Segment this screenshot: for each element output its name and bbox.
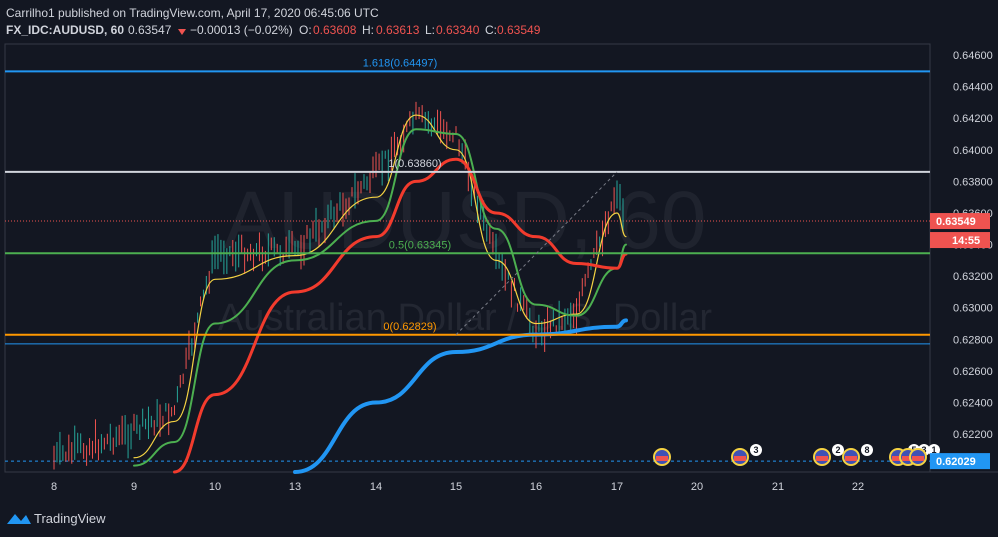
tradingview-logo-icon [7, 514, 31, 524]
x-tick-label: 10 [209, 481, 221, 493]
last-price-tag: 0.63549 14:55 0.62029 [930, 213, 990, 470]
y-tick-label: 0.64400 [953, 82, 993, 94]
moving-averages [133, 114, 628, 474]
event-count: 1 [931, 445, 936, 455]
last-price: 0.63547 [128, 23, 172, 37]
brand-name: TradingView [34, 511, 106, 526]
watermark-description: Australian Dollar / U.S. Dollar [218, 297, 713, 339]
event-marker[interactable]: 3 [731, 444, 762, 466]
flag-stripe [816, 456, 828, 461]
last-price-tag-text: 0.63549 [936, 216, 976, 228]
y-tick-label: 0.62200 [953, 429, 993, 441]
y-tick-label: 0.62400 [953, 398, 993, 410]
flag-stripe [734, 456, 746, 461]
event-count-bubble [832, 444, 844, 456]
event-count-bubble [750, 444, 762, 456]
event-marker[interactable] [653, 448, 671, 466]
open-value: 0.63608 [313, 23, 357, 37]
close-value: 0.63549 [497, 23, 541, 37]
flag-stripe [845, 456, 857, 461]
x-tick-label: 21 [772, 481, 784, 493]
x-tick-label: 22 [852, 481, 864, 493]
y-tick-label: 0.63000 [953, 303, 993, 315]
tradingview-logo[interactable]: TradingView [7, 511, 106, 526]
x-tick-label: 13 [289, 481, 301, 493]
flag-stripe [902, 456, 914, 461]
countdown-tag-bg [930, 232, 990, 249]
x-tick-label: 9 [131, 481, 137, 493]
down-arrow-icon [178, 29, 186, 35]
y-tick-label: 0.62800 [953, 334, 993, 346]
fib-level-label: 1(0.63860) [388, 158, 441, 170]
moving-average-line [133, 114, 627, 459]
event-count: 3 [753, 445, 758, 455]
event-marker[interactable]: 8 [842, 444, 873, 466]
low-value: 0.63340 [436, 23, 480, 37]
publish-info: Carrilho1 published on TradingView.com, … [6, 6, 379, 20]
x-tick-label: 20 [691, 481, 703, 493]
event-count-bubble [928, 444, 940, 456]
x-tick-label: 16 [530, 481, 542, 493]
y-tick-label: 0.64000 [953, 145, 993, 157]
high-label: H: [362, 23, 374, 37]
y-tick-label: 0.64200 [953, 113, 993, 125]
flag-stripe [656, 456, 668, 461]
fib-levels: 1.618(0.64497) 1(0.63860) 0.5(0.63345) 0(0.… [5, 57, 930, 336]
x-tick-label: 14 [370, 481, 382, 493]
x-tick-label: 15 [450, 481, 462, 493]
countdown-tag-text: 14:55 [952, 235, 980, 247]
axes: 0.62200 0.62400 0.62600 0.62800 0.63000 0.632… [51, 50, 993, 493]
fib-trend-line [455, 171, 618, 336]
fib-level-label: 0.5(0.63345) [389, 239, 451, 251]
y-tick-label: 0.63800 [953, 176, 993, 188]
event-count: 8 [864, 445, 869, 455]
event-count-bubble [861, 444, 873, 456]
event-count: 2 [835, 445, 840, 455]
moving-average-line [293, 318, 628, 474]
flag-stripe [912, 456, 924, 461]
y-tick-label: 0.63200 [953, 271, 993, 283]
moving-average-line [173, 157, 628, 474]
open-label: O: [299, 23, 312, 37]
event-marker[interactable]: 1 [909, 444, 940, 466]
fib-level-label: 1.618(0.64497) [363, 57, 438, 69]
x-tick-label: 17 [611, 481, 623, 493]
price-change: −0.00013 (−0.02%) [190, 23, 293, 37]
y-tick-label: 0.62600 [953, 366, 993, 378]
level-tag-text: 0.62029 [936, 456, 976, 468]
close-label: C: [485, 23, 497, 37]
event-marker[interactable]: 2 [813, 444, 844, 466]
y-tick-label: 0.64600 [953, 50, 993, 62]
horizontal-lines [5, 220, 930, 462]
x-tick-label: 8 [51, 481, 57, 493]
event-count: 3 [921, 445, 926, 455]
flag-stripe [892, 456, 904, 461]
economic-events[interactable]: 328531 [653, 444, 940, 466]
symbol-title: FX_IDC:AUDUSD, 60 [6, 23, 124, 37]
level-tag-bg [930, 453, 990, 470]
low-label: L: [425, 23, 435, 37]
fib-level-label: 0(0.62829) [383, 321, 436, 333]
high-value: 0.63613 [376, 23, 420, 37]
last-price-tag-bg [930, 213, 990, 230]
price-bars [53, 101, 624, 470]
